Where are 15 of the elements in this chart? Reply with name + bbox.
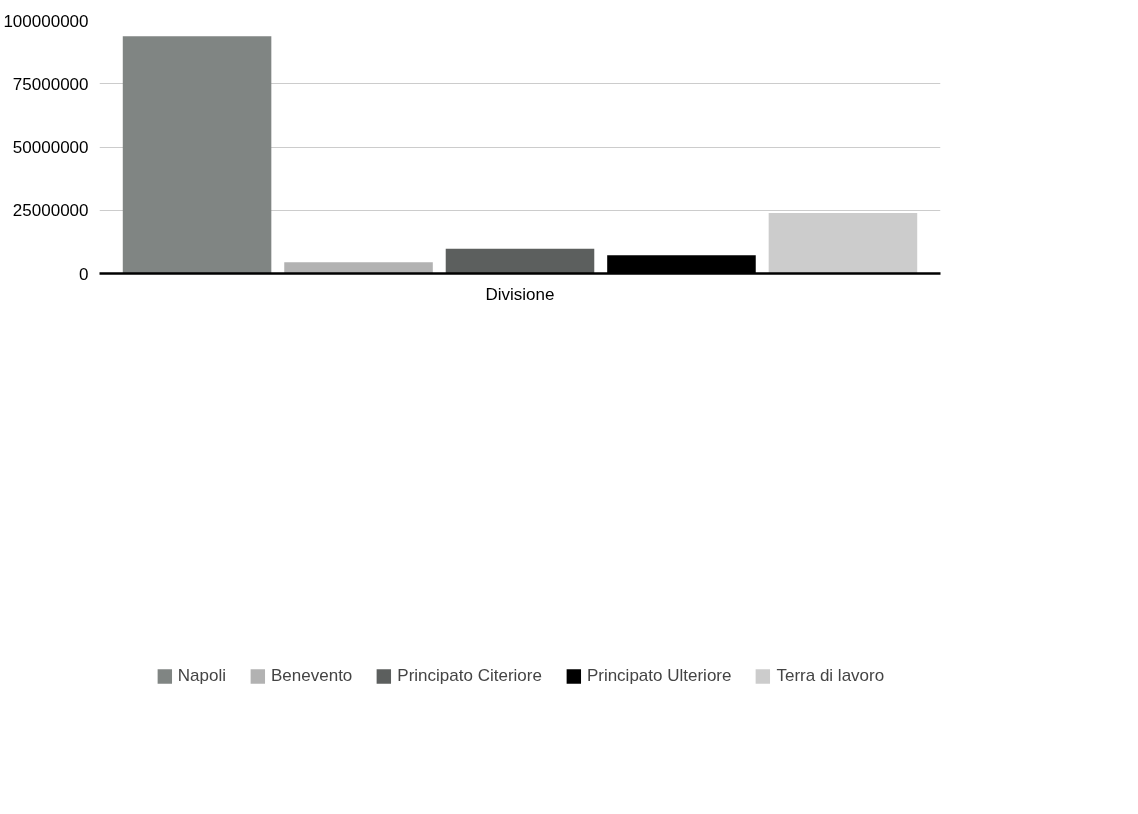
y-tick-label: 25000000	[12, 201, 89, 221]
bar	[445, 248, 595, 274]
y-tick-label: 100000000	[3, 11, 89, 31]
bar	[284, 262, 433, 274]
y-tick-label: 75000000	[12, 74, 89, 94]
x-tick-label: Divisione	[485, 284, 555, 304]
y-tick-label: 50000000	[12, 138, 89, 157]
legend-label: Terra di lavoro	[776, 666, 885, 686]
bar	[768, 213, 918, 274]
legend-label: Principato Ulteriore	[586, 666, 732, 686]
legend-label: Napoli	[177, 666, 227, 686]
y-tick-label: 0	[79, 264, 89, 284]
bar	[122, 36, 272, 274]
legend-label: Principato Citeriore	[397, 666, 542, 686]
legend-label: Benevento	[271, 666, 353, 686]
